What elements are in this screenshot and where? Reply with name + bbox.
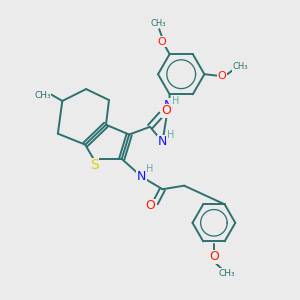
Text: CH₃: CH₃ <box>34 92 51 100</box>
Text: CH₃: CH₃ <box>151 19 167 28</box>
Text: O: O <box>145 200 155 212</box>
Text: H: H <box>172 96 179 106</box>
Text: H: H <box>146 164 154 174</box>
Text: N: N <box>158 135 167 148</box>
Text: O: O <box>209 250 219 263</box>
Text: H: H <box>167 130 174 140</box>
Text: N: N <box>164 99 173 112</box>
Text: CH₃: CH₃ <box>232 62 248 71</box>
Text: O: O <box>162 104 172 117</box>
Text: N: N <box>137 170 146 183</box>
Text: O: O <box>158 37 167 46</box>
Text: O: O <box>218 71 226 81</box>
Text: S: S <box>90 158 98 172</box>
Text: CH₃: CH₃ <box>219 268 235 278</box>
